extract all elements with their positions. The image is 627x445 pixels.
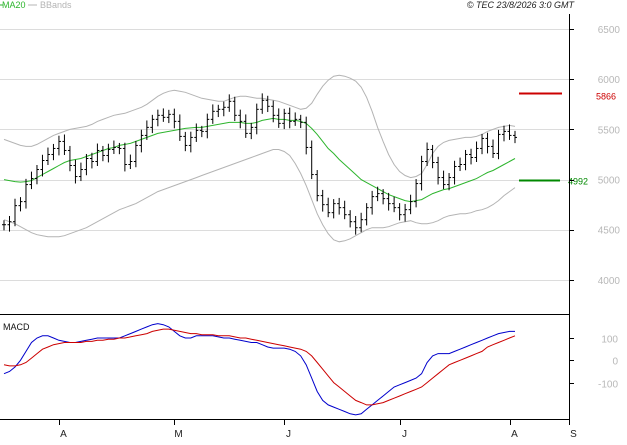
- price-grid: [0, 29, 569, 281]
- price-tick-label: 5500: [598, 125, 621, 136]
- copyright-text: © TEC 23/8/2026 3:0 GMT: [467, 0, 576, 10]
- bbands-legend-label: BBands: [40, 0, 72, 10]
- price-axis: 6500 6000 5500 5000 4500 4000: [569, 25, 620, 287]
- month-tick-label: S: [570, 429, 577, 440]
- month-tick-label: J: [402, 429, 407, 440]
- bollinger-bands: [3, 74, 516, 243]
- macd-tick-label: 0: [612, 357, 618, 368]
- macd-axis: 100 0 -100: [569, 335, 618, 391]
- bollinger-lower-line: [3, 149, 516, 243]
- month-tick-label: J: [286, 429, 291, 440]
- price-tick-label: 5000: [598, 176, 621, 187]
- price-tick-label: 6500: [598, 25, 621, 36]
- bollinger-upper-line: [3, 74, 516, 179]
- macd-label: MACD: [3, 322, 30, 332]
- month-tick-label: M: [174, 429, 182, 440]
- support-level-label: 4992: [568, 177, 588, 187]
- price-levels: 5866 4992: [519, 92, 616, 187]
- price-tick-label: 4500: [598, 226, 621, 237]
- macd-tick-label: -100: [598, 380, 618, 391]
- price-tick-label: 6000: [598, 75, 621, 86]
- month-tick-label: A: [511, 429, 518, 440]
- price-bars: [2, 93, 517, 235]
- macd-signal-line: [3, 328, 516, 406]
- ma20-legend-label: MA20: [2, 0, 26, 10]
- resistance-level-label: 5866: [596, 92, 616, 102]
- month-tick-label: A: [60, 429, 67, 440]
- macd-line: [3, 323, 515, 416]
- macd-tick-label: 100: [601, 335, 618, 346]
- macd-lines: [3, 323, 516, 416]
- price-tick-label: 4000: [598, 276, 621, 287]
- ma20-line: [3, 117, 516, 203]
- ma20-line-path: [3, 117, 516, 203]
